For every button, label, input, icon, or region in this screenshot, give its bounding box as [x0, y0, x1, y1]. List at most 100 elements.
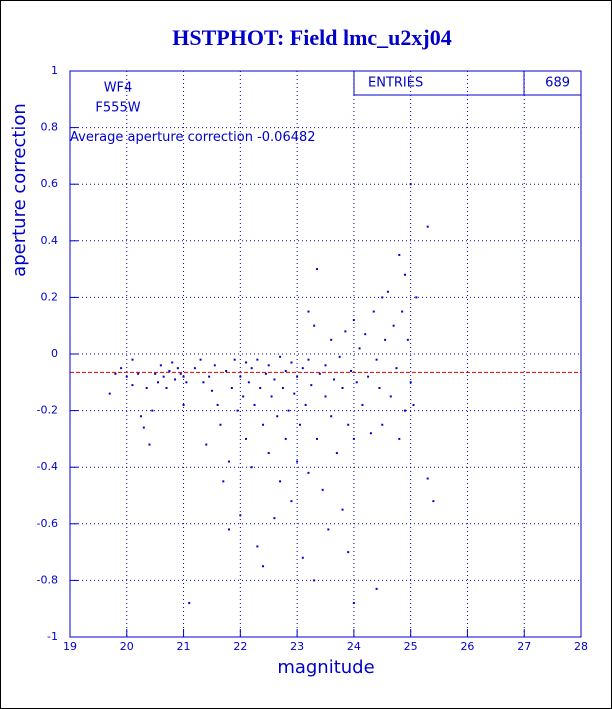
point	[426, 477, 429, 480]
point	[245, 361, 248, 364]
point	[219, 423, 222, 426]
filter-label: WF4	[104, 81, 133, 96]
point	[426, 225, 429, 228]
point	[239, 514, 242, 517]
point	[412, 403, 415, 406]
point	[165, 386, 168, 389]
y-tick-label: -0.4	[37, 460, 58, 473]
point	[330, 338, 333, 341]
point	[384, 338, 387, 341]
point	[273, 378, 276, 381]
point	[262, 565, 265, 568]
point	[409, 183, 412, 186]
point	[227, 528, 230, 531]
point	[287, 409, 290, 412]
point	[168, 369, 171, 372]
point	[313, 579, 316, 582]
point	[378, 386, 381, 389]
point	[358, 347, 361, 350]
point	[176, 367, 179, 370]
y-tick-label: 0	[51, 347, 58, 360]
filter-label: F555W	[95, 101, 140, 116]
stats-value: 689	[545, 76, 570, 91]
point	[182, 403, 185, 406]
point	[225, 369, 228, 372]
point	[276, 415, 279, 418]
average-annotation: Average aperture correction -0.06482	[70, 130, 316, 145]
point	[145, 386, 148, 389]
x-tick-label: 25	[404, 640, 418, 653]
y-tick-label: 1	[51, 64, 58, 77]
point	[364, 333, 367, 336]
y-axis-label: aperture correction	[9, 103, 30, 277]
point	[171, 361, 174, 364]
point	[256, 358, 259, 361]
x-tick-label: 21	[177, 640, 191, 653]
point	[324, 364, 327, 367]
y-tick-label: 0.8	[41, 121, 59, 134]
x-tick-label: 20	[120, 640, 134, 653]
point	[350, 369, 353, 372]
point	[193, 367, 196, 370]
point	[245, 437, 248, 440]
point	[301, 367, 304, 370]
point	[375, 587, 378, 590]
point	[406, 338, 409, 341]
point	[213, 364, 216, 367]
point	[148, 443, 151, 446]
point	[415, 296, 418, 299]
point	[333, 378, 336, 381]
point	[398, 253, 401, 256]
point	[352, 437, 355, 440]
y-tick-label: -1	[47, 630, 58, 643]
point	[267, 364, 270, 367]
point	[355, 381, 358, 384]
point	[131, 384, 134, 387]
point	[270, 395, 273, 398]
x-tick-label: 27	[517, 640, 531, 653]
point	[290, 500, 293, 503]
point	[327, 528, 330, 531]
average-label: Average aperture correction	[70, 130, 253, 145]
point	[315, 268, 318, 271]
point	[281, 386, 284, 389]
point	[335, 452, 338, 455]
point	[367, 375, 370, 378]
point	[313, 324, 316, 327]
point	[381, 423, 384, 426]
point	[361, 403, 364, 406]
point	[330, 415, 333, 418]
point	[131, 358, 134, 361]
point	[242, 395, 245, 398]
point	[307, 310, 310, 313]
point	[174, 378, 177, 381]
x-axis-label: magnitude	[277, 657, 374, 678]
point	[369, 432, 372, 435]
x-tick-label: 19	[63, 640, 77, 653]
point	[210, 389, 213, 392]
point	[395, 367, 398, 370]
point	[227, 460, 230, 463]
point	[139, 415, 142, 418]
point	[432, 500, 435, 503]
point	[185, 381, 188, 384]
point	[205, 443, 208, 446]
point	[267, 452, 270, 455]
point	[208, 375, 211, 378]
point	[372, 310, 375, 313]
point	[273, 517, 276, 520]
point	[202, 381, 205, 384]
point	[352, 319, 355, 322]
point	[315, 437, 318, 440]
point	[284, 369, 287, 372]
point	[301, 556, 304, 559]
point	[250, 367, 253, 370]
point	[284, 437, 287, 440]
x-tick-label: 26	[460, 640, 474, 653]
point	[293, 392, 296, 395]
point	[157, 381, 160, 384]
point	[321, 488, 324, 491]
point	[247, 381, 250, 384]
point	[398, 437, 401, 440]
